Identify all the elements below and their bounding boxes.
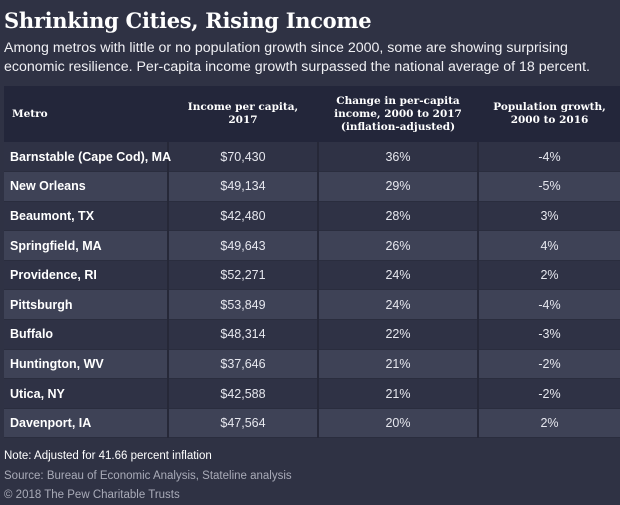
income-cell: $49,134	[168, 171, 319, 202]
income-cell: $70,430	[168, 142, 319, 173]
income-change-cell: 24%	[318, 260, 479, 291]
income-cell: $49,643	[168, 230, 319, 261]
column-header-income-change: Change in per-capita income, 2000 to 201…	[318, 86, 479, 142]
table-row: Springfield, MA $49,643 26% 4%	[4, 230, 620, 261]
copyright: © 2018 The Pew Charitable Trusts	[4, 489, 180, 501]
income-cell: $53,849	[168, 289, 319, 321]
metro-cell: Beaumont, TX	[4, 201, 169, 232]
table-row: Beaumont, TX $42,480 28% 3%	[4, 201, 620, 232]
page-title: Shrinking Cities, Rising Income	[4, 8, 372, 33]
column-header-population-growth: Population growth, 2000 to 2016	[478, 86, 620, 142]
metro-cell: Buffalo	[4, 319, 169, 350]
income-change-cell: 21%	[318, 349, 479, 380]
population-growth-cell: 2%	[478, 408, 620, 439]
income-cell: $42,480	[168, 201, 319, 232]
column-header-metro: Metro	[4, 86, 169, 142]
metro-cell: Pittsburgh	[4, 289, 169, 321]
population-growth-cell: -3%	[478, 319, 620, 350]
income-change-cell: 36%	[318, 142, 479, 173]
column-header-income: Income per capita, 2017	[168, 86, 319, 142]
source-line: Source: Bureau of Economic Analysis, Sta…	[4, 470, 292, 482]
income-cell: $47,564	[168, 408, 319, 439]
table-row: Barnstable (Cape Cod), MA $70,430 36% -4%	[4, 142, 620, 173]
population-growth-cell: -4%	[478, 142, 620, 173]
population-growth-cell: -5%	[478, 171, 620, 202]
income-cell: $52,271	[168, 260, 319, 291]
income-cell: $37,646	[168, 349, 319, 380]
population-growth-cell: -2%	[478, 378, 620, 409]
income-change-cell: 26%	[318, 230, 479, 261]
income-change-cell: 22%	[318, 319, 479, 350]
table-header-row: Metro Income per capita, 2017 Change in …	[4, 86, 620, 142]
table-row: Buffalo $48,314 22% -3%	[4, 319, 620, 350]
metro-cell: Providence, RI	[4, 260, 169, 291]
table-row: Utica, NY $42,588 21% -2%	[4, 378, 620, 409]
table-row: Providence, RI $52,271 24% 2%	[4, 260, 620, 291]
income-change-cell: 29%	[318, 171, 479, 202]
income-change-cell: 21%	[318, 378, 479, 409]
metro-income-table: Metro Income per capita, 2017 Change in …	[4, 86, 620, 439]
table-row: Pittsburgh $53,849 24% -4%	[4, 289, 620, 321]
footnote: Note: Adjusted for 41.66 percent inflati…	[4, 450, 212, 462]
income-change-cell: 28%	[318, 201, 479, 232]
income-cell: $48,314	[168, 319, 319, 350]
population-growth-cell: -4%	[478, 289, 620, 321]
table-row: Huntington, WV $37,646 21% -2%	[4, 349, 620, 380]
income-change-cell: 20%	[318, 408, 479, 439]
population-growth-cell: -2%	[478, 349, 620, 380]
metro-cell: Huntington, WV	[4, 349, 169, 380]
metro-cell: Springfield, MA	[4, 230, 169, 261]
metro-cell: Davenport, IA	[4, 408, 169, 439]
table-row: Davenport, IA $47,564 20% 2%	[4, 408, 620, 439]
income-cell: $42,588	[168, 378, 319, 409]
population-growth-cell: 3%	[478, 201, 620, 232]
metro-cell: Barnstable (Cape Cod), MA	[4, 142, 171, 173]
population-growth-cell: 2%	[478, 260, 620, 291]
metro-cell: New Orleans	[4, 171, 169, 202]
income-change-cell: 24%	[318, 289, 479, 321]
page-subtitle: Among metros with little or no populatio…	[4, 40, 590, 75]
population-growth-cell: 4%	[478, 230, 620, 261]
metro-cell: Utica, NY	[4, 378, 169, 409]
table-row: New Orleans $49,134 29% -5%	[4, 171, 620, 202]
table-body: Barnstable (Cape Cod), MA $70,430 36% -4% Ne…	[4, 142, 620, 439]
